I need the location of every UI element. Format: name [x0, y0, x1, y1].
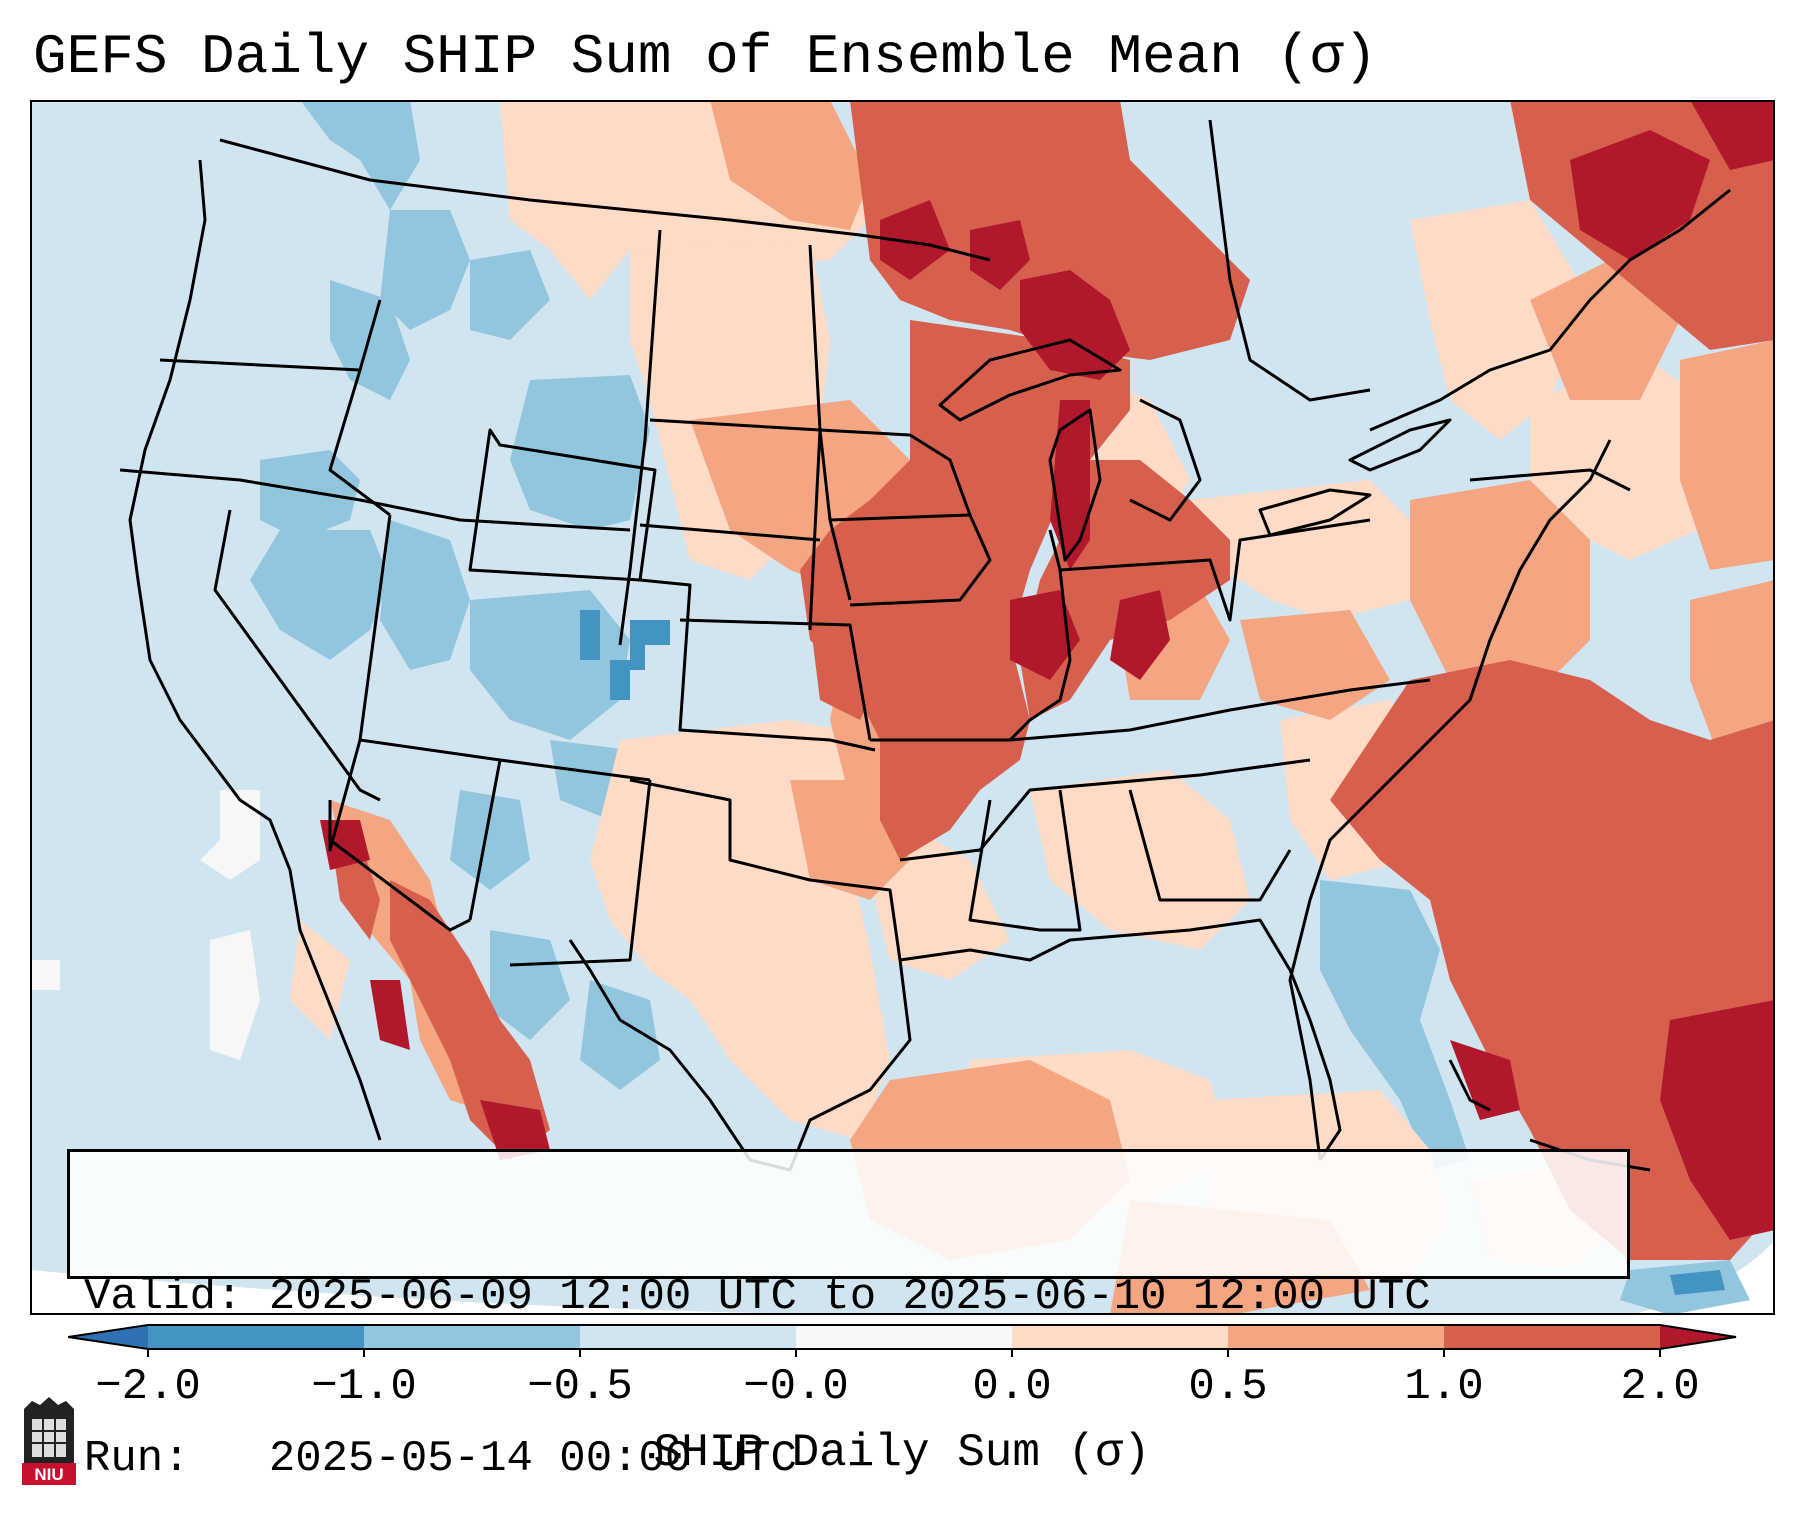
state-boundaries	[119, 119, 1731, 1172]
colorbar-segment-1-2	[1444, 1325, 1660, 1349]
niu-logo-icon: NIU	[22, 1397, 76, 1485]
domain-edge-left	[30, 1270, 930, 1315]
colorbar-segment-0-05	[1012, 1325, 1228, 1349]
colorbar-tick-label: −1.0	[311, 1362, 417, 1412]
strong-negative-spots	[580, 610, 1725, 1295]
colorbar-tick-label: −0.0	[743, 1362, 849, 1412]
valid-label: Valid:	[84, 1272, 243, 1322]
colorbar-tick-label: 1.0	[1404, 1362, 1484, 1412]
colorbar-tick-label: −2.0	[95, 1362, 201, 1412]
colorbar-ticks	[147, 1349, 1661, 1357]
valid-run-info-box: Valid: 2025-06-09 12:00 UTC to 2025-06-1…	[67, 1149, 1630, 1484]
colorbar-over-arrow	[1660, 1325, 1736, 1349]
colorbar-under-arrow	[68, 1325, 148, 1349]
valid-value: 2025-06-09 12:00 UTC to 2025-06-10 12:00…	[268, 1272, 1431, 1322]
run-label: Run:	[84, 1434, 190, 1484]
map-panel	[30, 100, 1775, 1315]
colorbar-tick-label: 2.0	[1620, 1362, 1700, 1412]
run-line: Run: 2025-05-14 00:00 UTC	[84, 1432, 1613, 1486]
ship-field-map	[30, 100, 1775, 1315]
svg-text:NIU: NIU	[34, 1465, 63, 1484]
chart-title: GEFS Daily SHIP Sum of Ensemble Mean (σ)	[33, 25, 1378, 89]
run-value: 2025-05-14 00:00 UTC	[268, 1434, 797, 1484]
extreme-positive-area	[320, 100, 1775, 1240]
colorbar-segment-neg2-neg1	[148, 1325, 364, 1349]
valid-line: Valid: 2025-06-09 12:00 UTC to 2025-06-1…	[84, 1270, 1613, 1324]
colorbar	[68, 1324, 1737, 1357]
colorbar-label: SHIP Daily Sum (σ)	[653, 1427, 1151, 1479]
near-zero-spots	[30, 790, 260, 1060]
colorbar-segment-05-1	[1228, 1325, 1444, 1349]
colorbar-segment-zero	[796, 1325, 1012, 1349]
colorbar-tick-label: 0.0	[972, 1362, 1052, 1412]
colorbar-tick-label: 0.5	[1188, 1362, 1268, 1412]
colorbar-segment-neg1-neg05	[364, 1325, 580, 1349]
colorbar-segment-neg05-0	[580, 1325, 796, 1349]
colorbar-tick-label: −0.5	[527, 1362, 633, 1412]
